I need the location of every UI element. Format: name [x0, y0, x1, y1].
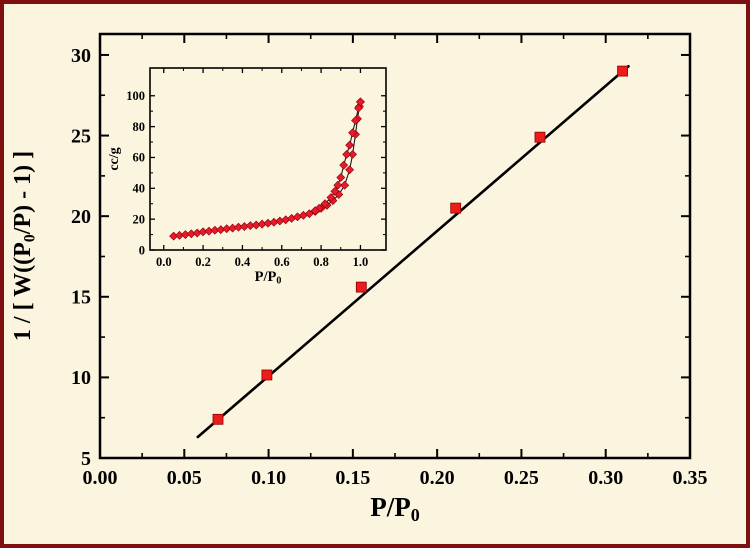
bet-chart-canvas: 0.00 0.05 0.10 0.15 0.20 0.25 0.30 0.3551015202…	[10, 32, 708, 525]
isotherm-inset-plot: 0.0 0.2 0.4 0.6 0.8 1.0 0 20 40 60 80 100 P/P0 cc/g	[107, 67, 387, 287]
svg-text:0.00: 0.00	[83, 467, 118, 489]
svg-text:30: 30	[71, 45, 91, 67]
svg-text:0.6: 0.6	[274, 255, 290, 269]
svg-text:20: 20	[133, 212, 146, 226]
svg-text:0.30: 0.30	[588, 467, 623, 489]
svg-text:0.8: 0.8	[313, 255, 329, 269]
bet-main-plot: 0.00 0.05 0.10 0.15 0.20 0.25 0.30 0.3551015202…	[10, 32, 708, 525]
svg-text:10: 10	[71, 367, 91, 389]
svg-text:0.10: 0.10	[251, 467, 286, 489]
svg-text:40: 40	[133, 182, 146, 196]
svg-text:20: 20	[71, 206, 91, 228]
svg-text:0.20: 0.20	[420, 467, 455, 489]
svg-text:cc/g: cc/g	[107, 147, 122, 170]
svg-text:0.4: 0.4	[235, 255, 251, 269]
svg-text:0.35: 0.35	[673, 467, 708, 489]
svg-text:100: 100	[126, 89, 145, 103]
svg-text:0.15: 0.15	[335, 467, 370, 489]
svg-text:5: 5	[81, 448, 91, 470]
svg-text:1.0: 1.0	[353, 255, 369, 269]
svg-text:0.2: 0.2	[195, 255, 211, 269]
svg-text:0: 0	[139, 243, 145, 257]
svg-text:60: 60	[133, 151, 146, 165]
svg-text:25: 25	[71, 125, 91, 147]
svg-text:0.25: 0.25	[504, 467, 539, 489]
svg-text:1 / [ W((P0/P) - 1) ]: 1 / [ W((P0/P) - 1) ]	[10, 151, 38, 341]
svg-text:0.05: 0.05	[167, 467, 202, 489]
svg-text:P/P0: P/P0	[255, 269, 282, 287]
svg-text:15: 15	[71, 287, 91, 309]
svg-text:P/P0: P/P0	[370, 492, 420, 525]
svg-text:0.0: 0.0	[156, 255, 172, 269]
svg-text:80: 80	[133, 120, 146, 134]
